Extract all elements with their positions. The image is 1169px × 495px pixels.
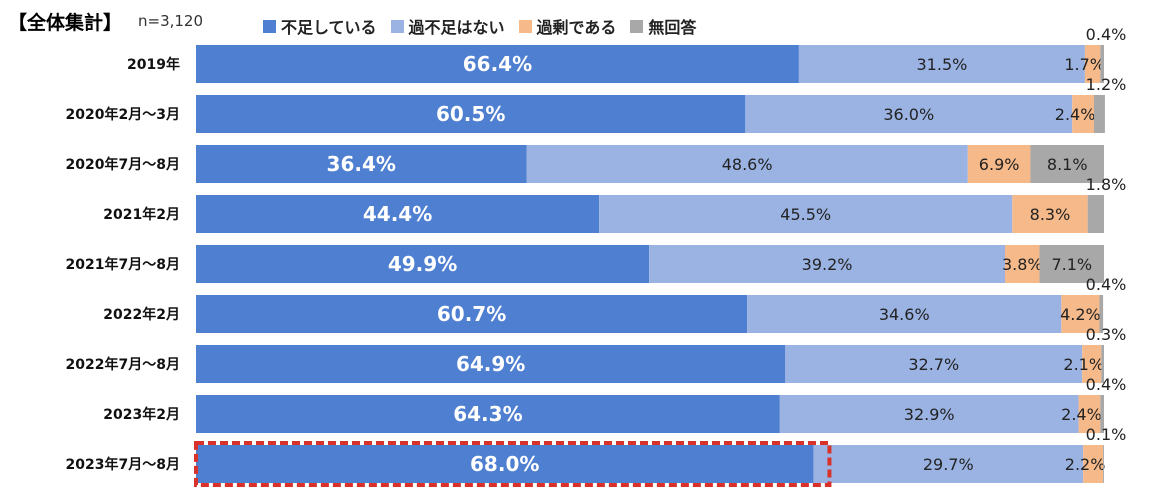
- data-label-no-answer: 0.3%: [1086, 325, 1127, 344]
- bar-segment-surplus: [1084, 45, 1101, 83]
- data-label-surplus: 8.3%: [1030, 205, 1071, 224]
- bar-segment-shortage: [196, 95, 746, 133]
- bar-segment-not-short: [599, 195, 1013, 233]
- bar-segment-not-short: [779, 395, 1079, 433]
- data-label-surplus: 2.4%: [1055, 105, 1096, 124]
- sample-size-label: n=3,120: [138, 12, 204, 30]
- data-label-no-answer: 0.1%: [1086, 425, 1127, 444]
- bar-segment-shortage: [196, 395, 780, 433]
- data-label-shortage: 64.3%: [453, 402, 522, 426]
- bar-segment-shortage: [196, 445, 814, 483]
- data-label-shortage: 36.4%: [327, 152, 396, 176]
- data-label-not-short: 32.9%: [904, 405, 955, 424]
- category-label: 2023年7月～8月: [66, 456, 180, 473]
- category-label: 2022年7月～8月: [66, 356, 180, 373]
- data-label-no-answer: 1.8%: [1086, 175, 1127, 194]
- legend-label-no-answer: 無回答: [648, 18, 697, 37]
- legend-item-no-answer: 無回答: [630, 14, 696, 38]
- data-label-no-answer: 0.4%: [1086, 25, 1127, 44]
- bar-segment-surplus: [1078, 395, 1101, 433]
- bar-segment-shortage: [196, 145, 527, 183]
- bar-segment-not-short: [649, 245, 1006, 283]
- category-label: 2022年2月: [103, 306, 180, 323]
- data-label-no-answer: 1.2%: [1086, 75, 1127, 94]
- category-label: 2023年2月: [103, 406, 180, 423]
- data-label-shortage: 66.4%: [463, 52, 532, 76]
- bar-segment-surplus: [967, 145, 1031, 183]
- bar-segment-no-answer: [1101, 345, 1104, 383]
- legend-item-shortage: 不足している: [263, 14, 377, 38]
- data-label-shortage: 64.9%: [456, 352, 525, 376]
- category-label: 2019年: [127, 56, 180, 73]
- bar-segment-no-answer: [1087, 195, 1104, 233]
- data-label-surplus: 6.9%: [979, 155, 1020, 174]
- legend-item-not-short: 過不足はない: [390, 14, 505, 38]
- data-label-not-short: 29.7%: [923, 455, 974, 474]
- bar-segment-no-answer: [1103, 445, 1104, 483]
- data-label-not-short: 45.5%: [780, 205, 831, 224]
- data-label-shortage: 60.5%: [436, 102, 505, 126]
- bar-segment-no-answer: [1099, 295, 1104, 333]
- data-label-shortage: 60.7%: [437, 302, 506, 326]
- bar-segment-no-answer: [1039, 245, 1104, 283]
- bar-segment-not-short: [785, 345, 1083, 383]
- bar-segment-no-answer: [1030, 145, 1104, 183]
- bar-segment-not-short: [745, 95, 1073, 133]
- bar-segment-surplus: [1083, 445, 1104, 483]
- bar-segment-shortage: [196, 295, 748, 333]
- category-label: 2021年7月～8月: [66, 256, 180, 273]
- data-label-surplus: 2.4%: [1061, 405, 1102, 424]
- legend: 不足している 過不足はない 過剰である 無回答: [263, 14, 710, 38]
- legend-swatch-no-answer: [630, 19, 644, 33]
- data-label-no-answer: 7.1%: [1051, 255, 1092, 274]
- legend-item-surplus: 過剰である: [518, 14, 617, 38]
- bar-segment-surplus: [1061, 295, 1100, 333]
- data-label-not-short: 48.6%: [722, 155, 773, 174]
- data-label-not-short: 31.5%: [917, 55, 968, 74]
- bar-segment-no-answer: [1100, 45, 1104, 83]
- bar-segment-shortage: [196, 345, 786, 383]
- bar-segment-shortage: [196, 245, 650, 283]
- legend-label-not-short: 過不足はない: [408, 18, 505, 37]
- bar-segment-not-short: [813, 445, 1084, 483]
- chart-title: 【全体集計】: [8, 12, 123, 34]
- bar-segment-not-short: [798, 45, 1085, 83]
- data-label-surplus: 1.7%: [1064, 55, 1105, 74]
- legend-swatch-not-short: [390, 19, 404, 33]
- category-label: 2021年2月: [103, 206, 180, 223]
- legend-swatch-surplus: [518, 19, 532, 33]
- bar-segment-no-answer: [1094, 95, 1105, 133]
- bar-segment-not-short: [747, 295, 1062, 333]
- data-label-surplus: 4.2%: [1060, 305, 1101, 324]
- bar-segment-not-short: [526, 145, 968, 183]
- data-label-not-short: 34.6%: [879, 305, 930, 324]
- bar-segment-surplus: [1012, 195, 1088, 233]
- category-label: 2020年2月～3月: [66, 106, 180, 123]
- legend-swatch-shortage: [263, 19, 276, 33]
- data-label-shortage: 49.9%: [388, 252, 457, 276]
- data-label-surplus: 2.1%: [1063, 355, 1104, 374]
- legend-label-surplus: 過剰である: [536, 18, 617, 37]
- data-label-surplus: 2.2%: [1065, 455, 1106, 474]
- data-label-shortage: 68.0%: [470, 452, 539, 476]
- category-label: 2020年7月～8月: [66, 156, 180, 173]
- data-label-surplus: 3.8%: [1002, 255, 1043, 274]
- data-label-not-short: 36.0%: [883, 105, 934, 124]
- bar-segment-no-answer: [1100, 395, 1104, 433]
- data-label-not-short: 32.7%: [908, 355, 959, 374]
- highlight-box: [194, 441, 832, 487]
- legend-label-shortage: 不足している: [281, 18, 377, 37]
- data-label-shortage: 44.4%: [363, 202, 432, 226]
- bar-segment-surplus: [1082, 345, 1102, 383]
- bar-segment-shortage: [196, 45, 799, 83]
- bar-segment-surplus: [1072, 95, 1095, 133]
- data-label-no-answer: 0.4%: [1086, 375, 1127, 394]
- data-label-no-answer: 0.4%: [1086, 275, 1127, 294]
- bar-segment-shortage: [196, 195, 600, 233]
- data-label-not-short: 39.2%: [802, 255, 853, 274]
- data-label-no-answer: 8.1%: [1047, 155, 1088, 174]
- bar-segment-surplus: [1005, 245, 1040, 283]
